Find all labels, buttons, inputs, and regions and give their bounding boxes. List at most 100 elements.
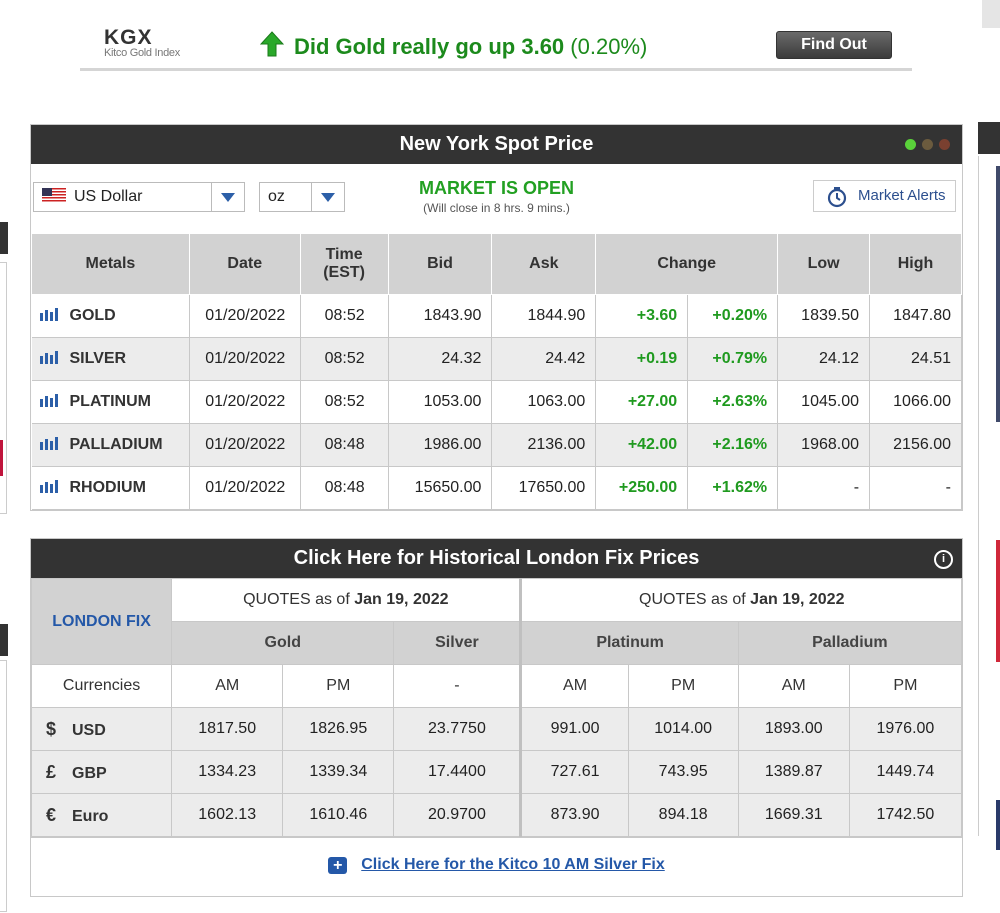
left-edge-panel-2 — [0, 660, 7, 912]
table-row[interactable]: PLATINUM 01/20/2022 08:52 1053.00 1063.0… — [31, 380, 962, 424]
currency-cell: $ USD — [30, 707, 173, 751]
high-cell: 1847.80 — [869, 294, 962, 338]
unit-select[interactable]: oz — [259, 182, 345, 212]
date-cell: 01/20/2022 — [188, 337, 301, 381]
chevron-down-icon[interactable] — [211, 183, 244, 211]
change-pct-cell: +2.63% — [687, 380, 779, 424]
left-edge-bar-1 — [0, 222, 8, 254]
kgx-banner[interactable]: KGX Kitco Gold Index Did Gold really go … — [80, 22, 912, 71]
metal-cell[interactable]: SILVER — [31, 337, 190, 381]
spot-price-header: New York Spot Price — [31, 125, 962, 164]
info-icon[interactable]: i — [934, 550, 953, 569]
palladium-pm-cell: 1976.00 — [848, 707, 963, 751]
chevron-down-icon[interactable] — [311, 183, 344, 211]
bid-cell: 1843.90 — [387, 294, 493, 338]
quotes-prefix: QUOTES as of — [639, 591, 746, 608]
low-cell: 24.12 — [777, 337, 871, 381]
palladium-am-cell: 1669.31 — [737, 793, 850, 837]
bar-chart-icon[interactable] — [39, 436, 58, 455]
plus-icon[interactable]: + — [328, 857, 348, 874]
dollar-icon: $ — [46, 718, 57, 739]
table-row[interactable]: PALLADIUM 01/20/2022 08:48 1986.00 2136.… — [31, 423, 962, 467]
table-row: $ USD 1817.50 1826.95 23.7750 991.00 1014… — [30, 707, 963, 751]
platinum-pm-cell: 894.18 — [627, 793, 739, 837]
time-cell: 08:52 — [299, 294, 389, 338]
london-fix-panel: Click Here for Historical London Fix Pri… — [30, 538, 963, 897]
ask-cell: 2136.00 — [491, 423, 597, 467]
quotes-row: LONDON FIX QUOTES as of Jan 19, 2022 QUO… — [30, 578, 962, 665]
platinum-pm-cell: 1014.00 — [627, 707, 739, 751]
low-cell: 1968.00 — [777, 423, 871, 467]
table-row: € Euro 1602.13 1610.46 20.9700 873.90 894… — [30, 793, 963, 837]
palladium-am-cell: 1389.87 — [737, 750, 850, 794]
session-header-row: Currencies AM PM - AM PM AM PM — [30, 664, 963, 708]
kgx-logo: KGX Kitco Gold Index — [104, 27, 180, 59]
metal-cell[interactable]: PLATINUM — [31, 380, 190, 424]
palladium-pm-header: PM — [848, 664, 963, 708]
col-bid: Bid — [387, 234, 493, 295]
arrow-up-icon — [259, 31, 285, 63]
right-edge-top — [982, 0, 1000, 28]
bid-cell: 1053.00 — [387, 380, 493, 424]
table-row[interactable]: SILVER 01/20/2022 08:52 24.32 24.42 +0.1… — [31, 337, 962, 381]
quotes-date-pt-pd: QUOTES as of Jan 19, 2022 — [519, 578, 962, 622]
find-out-button[interactable]: Find Out — [776, 31, 892, 59]
date-cell: 01/20/2022 — [188, 294, 301, 338]
high-cell: 2156.00 — [869, 423, 962, 467]
london-fix-header[interactable]: Click Here for Historical London Fix Pri… — [31, 539, 962, 578]
palladium-am-header: AM — [737, 664, 850, 708]
gold-header: Gold — [171, 621, 395, 665]
platinum-am-cell: 873.90 — [519, 793, 629, 837]
currency-label: US Dollar — [74, 188, 143, 205]
metal-cell[interactable]: RHODIUM — [31, 466, 190, 510]
ask-cell: 1063.00 — [491, 380, 597, 424]
table-row[interactable]: RHODIUM 01/20/2022 08:48 15650.00 17650.… — [31, 466, 962, 510]
market-alerts-button[interactable]: Market Alerts — [813, 180, 956, 212]
kgx-question[interactable]: Did Gold really go up 3.60 (0.20%) — [259, 31, 647, 63]
metal-header-row: Gold Silver Platinum Palladium — [32, 621, 963, 665]
currency-select[interactable]: US Dollar — [33, 182, 245, 212]
bar-chart-icon[interactable] — [39, 307, 58, 326]
change-cell: +3.60 — [595, 294, 689, 338]
gold-am-cell: 1602.13 — [171, 793, 284, 837]
low-cell: 1839.50 — [777, 294, 871, 338]
platinum-pm-header: PM — [627, 664, 739, 708]
kgx-question-text: Did Gold really go up 3.60 — [294, 34, 565, 59]
col-low: Low — [777, 234, 871, 295]
ask-cell: 24.42 — [491, 337, 597, 381]
dot-red-icon[interactable] — [939, 139, 950, 150]
dot-green-icon[interactable] — [905, 139, 916, 150]
change-cell: +250.00 — [595, 466, 689, 510]
right-edge-bar — [978, 122, 1000, 154]
metal-cell[interactable]: PALLADIUM — [31, 423, 190, 467]
gold-pm-cell: 1610.46 — [282, 793, 395, 837]
col-ask: Ask — [491, 234, 597, 295]
spot-price-panel: New York Spot Price US Dollar oz MARK — [30, 124, 963, 511]
platinum-pm-cell: 743.95 — [627, 750, 739, 794]
palladium-am-cell: 1893.00 — [737, 707, 850, 751]
london-fix-title-link[interactable]: Click Here for Historical London Fix Pri… — [293, 547, 700, 569]
platinum-header: Platinum — [519, 621, 739, 665]
platinum-am-header: AM — [519, 664, 629, 708]
table-row: £ GBP 1334.23 1339.34 17.4400 727.61 743.… — [30, 750, 963, 794]
market-alerts-label: Market Alerts — [858, 187, 946, 204]
change-cell: +0.19 — [595, 337, 689, 381]
right-edge-image-1 — [996, 166, 1000, 422]
bar-chart-icon[interactable] — [39, 350, 58, 369]
quotes-date: Jan 19, 2022 — [354, 591, 449, 608]
metal-cell[interactable]: GOLD — [31, 294, 190, 338]
pound-icon: £ — [46, 761, 57, 782]
col-metals: Metals — [31, 234, 190, 295]
currencies-header: Currencies — [30, 664, 173, 708]
table-row[interactable]: GOLD 01/20/2022 08:52 1843.90 1844.90 +3… — [31, 294, 962, 338]
currency-name: GBP — [72, 764, 107, 782]
ask-cell: 17650.00 — [491, 466, 597, 510]
bid-cell: 15650.00 — [387, 466, 493, 510]
bar-chart-icon[interactable] — [39, 393, 58, 412]
bar-chart-icon[interactable] — [39, 479, 58, 498]
alarm-clock-icon — [826, 186, 848, 219]
silver-fix-link-text[interactable]: Click Here for the Kitco 10 AM Silver Fi… — [361, 856, 665, 873]
silver-fix-link[interactable]: + Click Here for the Kitco 10 AM Silver F… — [31, 856, 962, 874]
metal-name: PALLADIUM — [69, 435, 163, 453]
dot-brown-icon[interactable] — [922, 139, 933, 150]
